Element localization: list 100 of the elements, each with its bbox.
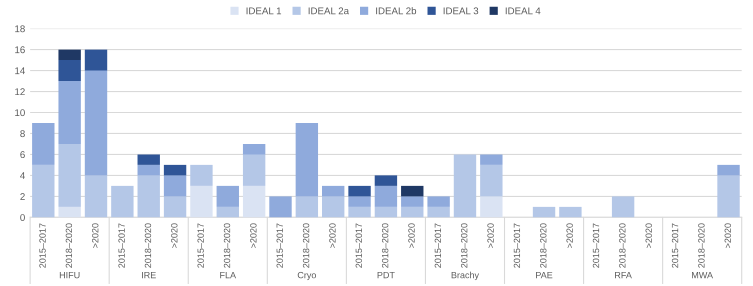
x-tick-label: 2015–2017 <box>434 223 442 268</box>
bar <box>32 164 54 218</box>
bar <box>717 164 740 176</box>
bar <box>480 154 503 165</box>
bar <box>84 175 108 218</box>
text: PDT <box>378 272 395 278</box>
x-tick-label: 2015–2017 <box>592 223 600 268</box>
bar <box>480 196 503 218</box>
y-tick-label: 8 <box>20 130 25 138</box>
x-tick-label: >2020 <box>487 223 494 248</box>
text: FLA <box>220 272 236 278</box>
y-tick-label: 4 <box>20 172 25 179</box>
text: Cryo <box>298 272 316 280</box>
y-tick-label: 14 <box>15 67 25 74</box>
bar <box>322 186 344 196</box>
bar <box>58 144 81 207</box>
bar <box>374 186 398 207</box>
y-tick-label: 6 <box>20 151 25 158</box>
y-tick-label: 2 <box>20 193 25 200</box>
text: MWA <box>692 272 714 278</box>
bar <box>242 186 266 218</box>
bar <box>480 164 503 196</box>
bar <box>427 196 450 207</box>
text: RFA <box>615 272 632 278</box>
x-tick-label: 2018–2020 <box>66 223 72 268</box>
bar <box>374 206 398 218</box>
bar <box>242 154 266 186</box>
bar <box>348 196 371 207</box>
bar <box>612 196 634 218</box>
bar <box>58 60 81 82</box>
bar <box>427 206 450 218</box>
legend-label: IDEAL 4 <box>506 8 540 14</box>
bar <box>401 206 424 218</box>
x-tick-label: 2015–2017 <box>276 223 283 268</box>
bar <box>32 122 54 165</box>
bar <box>348 186 371 196</box>
x-tick-label: 2015–2017 <box>356 223 362 268</box>
bar <box>401 186 424 196</box>
bar <box>717 175 740 218</box>
bar <box>164 175 186 196</box>
x-tick-label: >2020 <box>724 223 731 248</box>
bar <box>58 206 81 218</box>
x-tick-label: >2020 <box>645 223 652 248</box>
bar <box>216 186 239 207</box>
legend-label: IDEAL 3 <box>444 7 478 14</box>
text: HIFU <box>60 272 80 278</box>
bar <box>138 154 160 165</box>
legend-label: IDEAL 1 <box>246 8 282 14</box>
x-tick-label: 2018–2020 <box>302 223 310 268</box>
legend-label: IDEAL 2b <box>376 7 416 14</box>
bar <box>348 206 371 218</box>
x-tick-label: 2018–2020 <box>224 223 230 268</box>
x-tick-label: 2018–2020 <box>540 223 546 268</box>
x-tick-label: 2018–2020 <box>698 223 705 268</box>
bar <box>216 206 239 218</box>
x-tick-label: 2018–2020 <box>382 223 388 268</box>
bar <box>296 122 318 196</box>
x-tick-label: >2020 <box>92 223 98 248</box>
bar <box>559 206 582 218</box>
bar <box>58 81 81 144</box>
bar <box>296 196 318 218</box>
y-tick-label: 10 <box>15 109 25 116</box>
text: Brachy <box>452 272 480 280</box>
y-tick-label: 18 <box>15 25 25 32</box>
x-tick-label: 2015–2017 <box>118 223 125 268</box>
bar <box>401 196 424 207</box>
x-tick-label: 2015–2017 <box>514 223 520 268</box>
bar <box>190 186 213 218</box>
x-tick-label: >2020 <box>566 223 573 248</box>
bar <box>111 186 134 218</box>
x-tick-label: 2018–2020 <box>461 223 468 268</box>
y-tick-label: 16 <box>15 46 25 54</box>
y-tick-label: 12 <box>15 88 25 96</box>
bar <box>164 196 186 218</box>
bar <box>532 206 556 218</box>
x-tick-label: 2015–2017 <box>39 223 46 268</box>
bar <box>242 144 266 154</box>
bar <box>58 50 81 60</box>
x-tick-label: >2020 <box>171 223 178 248</box>
bar <box>190 164 213 186</box>
bar <box>374 175 398 186</box>
bar <box>164 164 186 176</box>
x-tick-label: 2015–2017 <box>672 223 678 268</box>
text: PAE <box>536 272 552 278</box>
bar <box>269 196 292 218</box>
bar <box>138 175 160 218</box>
x-tick-label: >2020 <box>329 223 336 248</box>
y-tick-label: 0 <box>20 214 25 221</box>
bar <box>138 164 160 176</box>
x-tick-label: 2015–2017 <box>197 223 204 268</box>
x-tick-label: 2018–2020 <box>144 223 152 268</box>
bar <box>322 196 344 218</box>
bar <box>454 154 476 218</box>
legend-label: IDEAL 2a <box>308 7 350 14</box>
bar <box>84 50 108 71</box>
x-tick-label: >2020 <box>250 223 257 248</box>
x-tick-label: >2020 <box>408 223 415 248</box>
text: IRE <box>142 272 156 278</box>
x-tick-label: 2018–2020 <box>619 223 626 268</box>
bar <box>84 70 108 176</box>
